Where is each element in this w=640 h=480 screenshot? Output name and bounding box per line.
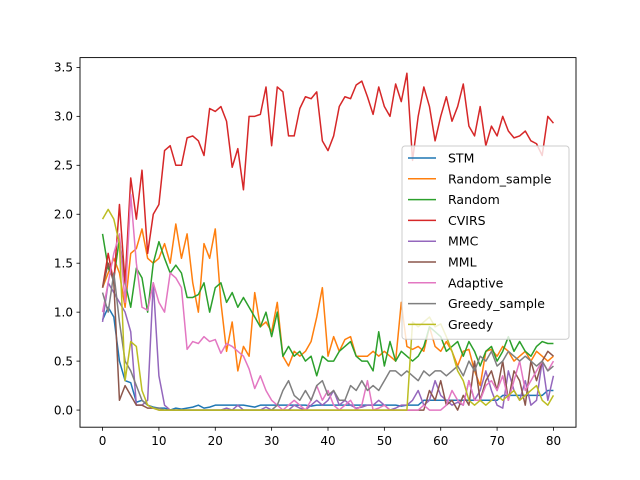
x-tick-label-7: 70 [489, 434, 504, 448]
y-tick-label-3: 1.5 [54, 257, 73, 271]
y-axis: 0.0 0.5 1.0 1.5 2.0 2.5 3.0 3.5 [54, 61, 80, 417]
x-tick-label-6: 60 [433, 434, 448, 448]
series-line-1 [101, 223, 554, 387]
y-tick-label-2: 1.0 [54, 305, 73, 319]
legend-label-4: MMC [448, 234, 479, 249]
x-tick-label-5: 50 [377, 434, 392, 448]
legend-box [401, 145, 570, 340]
legend-label-3: CVIRS [448, 213, 486, 228]
y-tick-label-1: 0.5 [54, 354, 73, 368]
y-tick-label-7: 3.5 [54, 61, 73, 75]
x-axis: 0 10 20 30 40 50 60 70 80 [99, 427, 561, 448]
legend-label-8: Greedy [448, 317, 494, 332]
x-tick-label-4: 40 [320, 434, 335, 448]
x-tick-label-0: 0 [99, 434, 107, 448]
x-tick-label-8: 80 [546, 434, 561, 448]
y-tick-label-6: 3.0 [54, 110, 73, 124]
x-tick-label-2: 20 [208, 434, 223, 448]
x-tick-label-3: 30 [264, 434, 279, 448]
legend-label-6: Adaptive [448, 275, 504, 290]
legend-label-5: MML [448, 255, 477, 270]
legend-label-0: STM [448, 151, 474, 166]
legend-label-2: Random [448, 192, 500, 207]
legend-label-1: Random_sample [448, 171, 552, 186]
legend-label-7: Greedy_sample [448, 296, 545, 311]
y-tick-label-5: 2.5 [54, 159, 73, 173]
y-tick-label-0: 0.0 [54, 403, 73, 417]
series-line-8 [101, 208, 555, 411]
legend: STM Random_sample Random CVIRS MMC MML Adaptiv… [401, 145, 570, 340]
series-line-6 [101, 193, 555, 411]
series-line-3 [101, 72, 555, 288]
x-tick-label-1: 10 [151, 434, 166, 448]
series-layer [101, 72, 555, 411]
y-tick-label-4: 2.0 [54, 208, 73, 222]
